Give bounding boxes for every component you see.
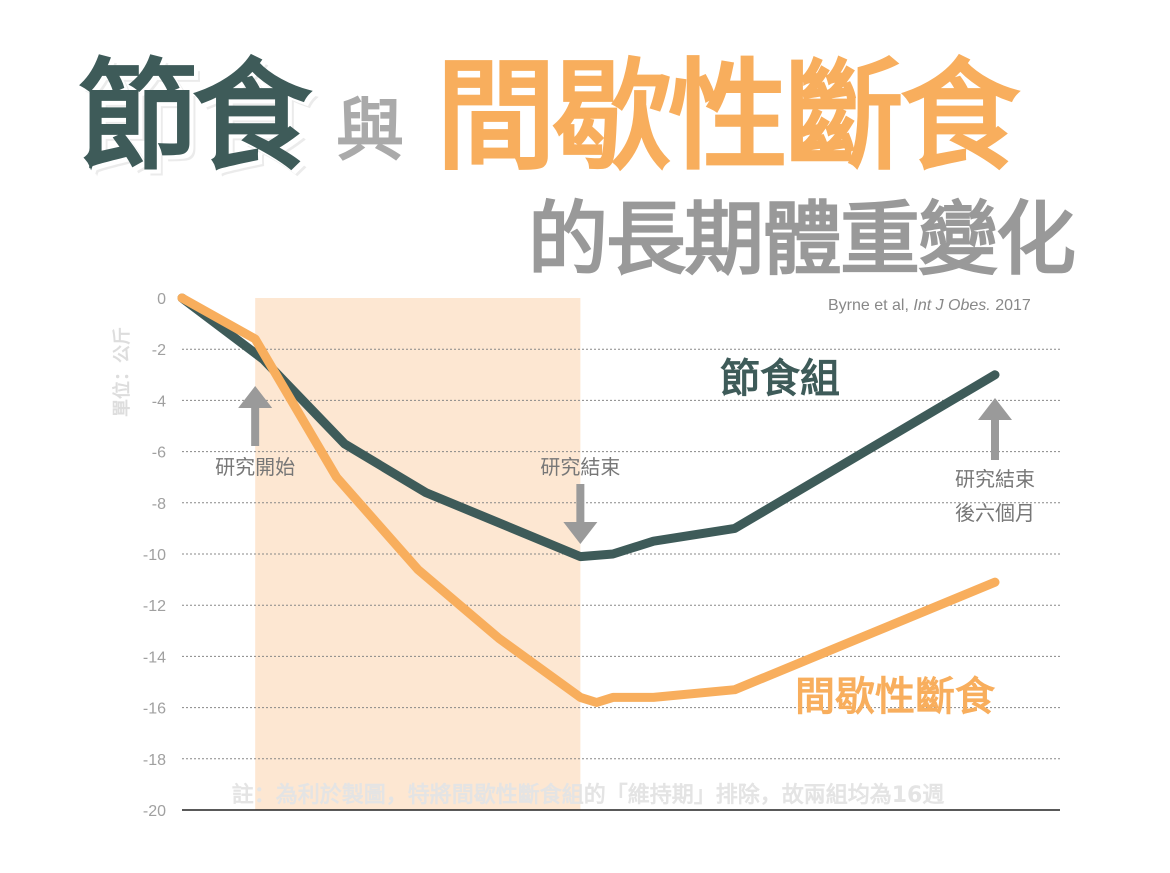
annotation-followup-line1: 研究結束 xyxy=(955,467,1035,491)
title-fasting: 間歇性斷食 xyxy=(436,48,1020,187)
source-citation: Byrne et al, Int J Obes. 2017 xyxy=(828,297,1031,315)
title-diet: 節食 xyxy=(78,48,312,187)
y-tick-labels: 0 -2 -4 -6 -8 -10 -12 -14 -16 -18 -20 xyxy=(143,291,166,820)
y-tick-label: -12 xyxy=(143,598,166,615)
arrow-shaft xyxy=(576,484,585,524)
arrow-study-start xyxy=(238,386,273,446)
source-journal: Int J Obes. xyxy=(913,297,991,314)
source-authors: Byrne et al, xyxy=(828,297,914,314)
y-tick-label: -10 xyxy=(143,547,166,564)
series-lines xyxy=(177,293,1000,707)
source-year: 2017 xyxy=(990,297,1031,314)
arrow-head xyxy=(563,522,598,544)
y-tick-label: -18 xyxy=(143,752,166,769)
title-connector: 與 xyxy=(336,92,405,171)
y-axis-label: 單位：公斤 xyxy=(111,327,133,417)
grid-lines xyxy=(182,348,1060,811)
arrow-followup xyxy=(978,398,1012,460)
annotation-study-end: 研究結束 xyxy=(540,455,620,479)
series-label-fasting: 間歇性斷食 xyxy=(795,674,996,720)
title-area: 節食 與 間歇性斷食 的長期體重變化 xyxy=(0,0,1170,300)
arrow-head xyxy=(978,398,1012,420)
series-label-diet: 節食組 xyxy=(720,356,840,402)
y-tick-label: -6 xyxy=(152,445,166,462)
y-tick-label: -8 xyxy=(152,496,166,513)
y-tick-label: -14 xyxy=(143,649,166,666)
annotation-study-start: 研究開始 xyxy=(215,455,295,479)
y-tick-label: -2 xyxy=(152,342,166,359)
arrow-shaft xyxy=(991,418,999,460)
y-tick-label: -4 xyxy=(152,393,166,410)
subtitle: 的長期體重變化 xyxy=(528,193,1076,286)
y-tick-label: -16 xyxy=(143,701,166,718)
chart-footnote: 註：為利於製圖，特將間歇性斷食組的「維持期」排除，故兩組均為16週 xyxy=(232,782,945,808)
y-tick-label: 0 xyxy=(157,291,166,308)
y-tick-label: -20 xyxy=(143,803,166,820)
annotation-followup-line2: 後六個月 xyxy=(955,501,1035,525)
series-line-diet xyxy=(177,293,1000,562)
series-line-fasting xyxy=(177,293,1000,707)
arrow-shaft xyxy=(251,406,260,446)
arrow-study-end xyxy=(563,484,598,544)
arrow-head xyxy=(238,386,273,408)
